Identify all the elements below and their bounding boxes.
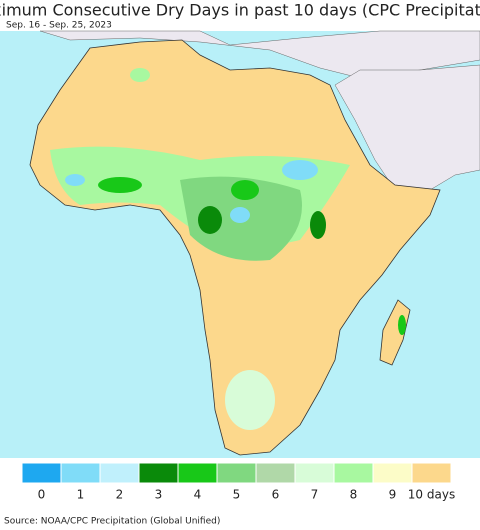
legend-swatch [99, 462, 140, 484]
legend-swatch [255, 462, 296, 484]
dry-south [225, 370, 275, 430]
legend-label: 7 [311, 488, 319, 502]
legend-label: 4 [194, 488, 202, 502]
legend-swatch [21, 462, 62, 484]
legend-label: 1 [77, 488, 85, 502]
legend-label: 6 [272, 488, 280, 502]
legend-swatch [294, 462, 335, 484]
legend-label: 0 [38, 488, 46, 502]
legend-swatch [411, 462, 452, 484]
legend-swatch [216, 462, 257, 484]
wet-blob [398, 315, 406, 335]
wet-blob [65, 174, 85, 186]
legend: 0 1 2 3 4 5 6 7 8 9 10 days [21, 462, 455, 502]
legend-label: 10 days [408, 488, 455, 502]
wet-blob [198, 206, 222, 234]
legend-label: 5 [233, 488, 241, 502]
legend-label: 9 [389, 488, 397, 502]
subtitle: Sep. 16 - Sep. 25, 2023 [6, 21, 112, 31]
wet-blob [282, 160, 318, 180]
legend-label: 3 [155, 488, 163, 502]
legend-swatch [138, 462, 179, 484]
map [0, 30, 480, 458]
wet-blob [231, 180, 259, 200]
legend-swatch [60, 462, 101, 484]
legend-swatch [372, 462, 413, 484]
legend-swatch [333, 462, 374, 484]
wet-blob [98, 177, 142, 193]
wet-blob [230, 207, 250, 223]
wet-blob [130, 68, 150, 82]
arabia [334, 64, 480, 191]
wet-blob [310, 211, 326, 239]
title: Maximum Consecutive Dry Days in past 10 … [0, 1, 480, 20]
legend-swatch [177, 462, 218, 484]
source: Source: NOAA/CPC Precipitation (Global U… [4, 517, 220, 527]
legend-label: 2 [116, 488, 124, 502]
legend-label: 8 [350, 488, 358, 502]
